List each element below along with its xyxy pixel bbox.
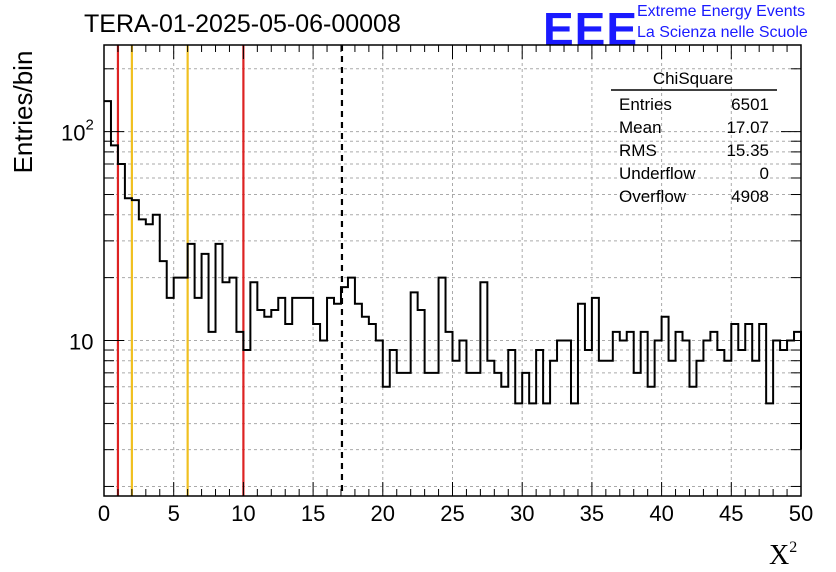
x-tick-label: 35 [580,501,604,526]
stats-label-overflow: Overflow [619,187,687,206]
stats-value-rms: 15.35 [726,141,769,160]
x-tick-label: 10 [231,501,255,526]
x-tick-label: 30 [510,501,534,526]
x-tick-label: 5 [168,501,180,526]
histogram-line [104,100,802,450]
y-tick-label: 10 [69,329,93,354]
chart-title: TERA-01-2025-05-06-00008 [84,10,401,38]
stats-title: ChiSquare [653,69,733,88]
stats-label-mean: Mean [619,118,662,137]
x-axis-label: X2 [769,539,797,571]
x-tick-label: 50 [789,501,813,526]
stats-box: ChiSquare Entries 6501 Mean 17.07 RMS 15.35 Un… [611,69,777,206]
x-tick-label: 20 [371,501,395,526]
stats-value-underflow: 0 [760,164,769,183]
x-tick-label: 15 [301,501,325,526]
y-tick-label: 102 [61,117,94,146]
x-tick-labels: 0 5 10 15 20 25 30 35 40 45 50 [98,501,813,526]
x-tick-label: 45 [719,501,743,526]
logo-tagline-1: Extreme Energy Events [637,3,806,20]
logo-tagline-2: La Scienza nelle Scuole [637,24,808,41]
eee-logo: EEE [543,3,639,55]
y-axis-label: Entries/bin [8,51,38,174]
y-tick-labels: 10 102 [61,117,94,355]
stats-label-underflow: Underflow [619,164,696,183]
x-tick-label: 25 [440,501,464,526]
axis-ticks [103,45,802,496]
x-tick-label: 40 [649,501,673,526]
stats-value-entries: 6501 [731,95,769,114]
marker-lines [116,45,344,496]
stats-label-entries: Entries [619,95,672,114]
stats-label-rms: RMS [619,141,657,160]
stats-value-overflow: 4908 [731,187,769,206]
stats-value-mean: 17.07 [726,118,769,137]
x-tick-label: 0 [98,501,110,526]
